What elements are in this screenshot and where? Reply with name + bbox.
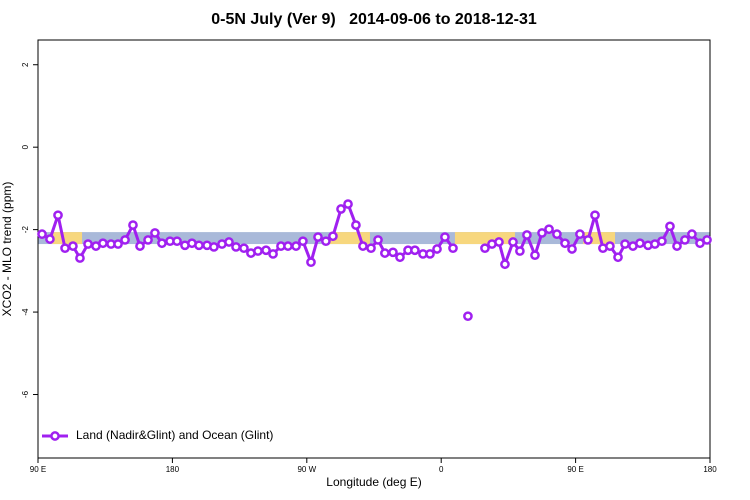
data-point xyxy=(530,250,540,261)
x-tick-label: 90 W xyxy=(297,465,316,474)
x-tick-label: 180 xyxy=(703,465,717,474)
data-point xyxy=(665,221,675,232)
data-point xyxy=(515,246,525,256)
data-point xyxy=(635,238,645,249)
data-point xyxy=(480,243,490,254)
data-point xyxy=(328,231,338,242)
data-point xyxy=(37,229,47,240)
data-point xyxy=(395,252,405,263)
band-segment xyxy=(454,232,515,245)
y-axis-label: XCO2 - MLO trend (ppm) xyxy=(0,182,14,317)
data-point xyxy=(351,220,361,230)
data-point xyxy=(60,243,70,254)
data-point xyxy=(298,236,308,247)
legend-item: Land (Nadir&Glint) and Ocean (Glint) xyxy=(42,428,273,442)
data-point xyxy=(575,229,585,240)
data-point xyxy=(143,235,153,245)
data-point xyxy=(261,245,271,256)
data-point xyxy=(231,242,241,252)
y-tick-label: -2 xyxy=(21,226,30,234)
data-point xyxy=(128,220,138,230)
data-point xyxy=(448,243,458,254)
data-point xyxy=(98,238,108,249)
data-point xyxy=(432,244,442,254)
data-point xyxy=(613,252,623,263)
plot-frame xyxy=(37,39,711,459)
data-point xyxy=(373,235,383,245)
x-tick-label: 0 xyxy=(439,465,444,474)
data-point xyxy=(410,245,420,256)
data-point xyxy=(358,241,368,251)
data-point xyxy=(239,243,249,254)
data-point xyxy=(268,249,278,259)
data-point xyxy=(113,239,123,249)
data-point xyxy=(583,235,593,245)
y-tick-label: 0 xyxy=(21,144,30,149)
data-point xyxy=(45,234,55,244)
data-point xyxy=(313,232,323,242)
data-point xyxy=(590,210,600,221)
data-point xyxy=(209,242,219,252)
data-point xyxy=(336,204,346,214)
data-point xyxy=(544,224,554,235)
data-point xyxy=(463,311,473,322)
x-tick-label: 90 E xyxy=(567,465,583,474)
data-point xyxy=(306,257,316,268)
data-point xyxy=(494,237,504,247)
data-point xyxy=(680,235,690,245)
band-segment xyxy=(52,232,83,245)
data-point xyxy=(150,228,160,238)
data-point xyxy=(75,253,85,263)
legend-marker xyxy=(50,431,60,441)
x-tick-label: 180 xyxy=(166,465,180,474)
data-point xyxy=(135,241,145,251)
band-segment xyxy=(329,232,370,245)
data-point xyxy=(687,229,697,240)
data-point xyxy=(343,199,353,209)
data-point xyxy=(253,246,263,256)
data-point xyxy=(157,238,167,249)
chart-title: 0-5N July (Ver 9) 2014-09-06 to 2018-12-… xyxy=(211,11,537,28)
data-point xyxy=(120,235,130,245)
data-point xyxy=(194,240,204,251)
data-point xyxy=(702,235,712,245)
data-point xyxy=(283,241,293,251)
data-point xyxy=(500,259,510,270)
data-point xyxy=(53,210,63,221)
data-point xyxy=(508,237,518,247)
y-tick-label: 2 xyxy=(21,62,30,67)
data-point xyxy=(657,236,667,247)
data-point xyxy=(380,248,390,258)
x-tick-label: 90 E xyxy=(30,465,46,474)
data-point xyxy=(605,241,615,251)
data-point xyxy=(567,244,577,254)
legend-label: Land (Nadir&Glint) and Ocean (Glint) xyxy=(76,428,273,442)
data-point xyxy=(224,237,234,247)
y-tick-label: -6 xyxy=(21,390,30,398)
data-point xyxy=(537,228,547,238)
data-point xyxy=(68,241,78,251)
data-point xyxy=(388,247,398,258)
data-point xyxy=(620,239,630,249)
y-tick-label: -4 xyxy=(21,308,30,316)
data-point xyxy=(522,230,532,240)
data-point xyxy=(366,243,376,254)
x-axis-label: Longitude (deg E) xyxy=(326,475,421,489)
data-point xyxy=(672,241,682,251)
data-point xyxy=(552,229,562,240)
data-point xyxy=(291,241,301,251)
data-point xyxy=(440,232,450,242)
data-point xyxy=(83,239,93,249)
data-point xyxy=(321,236,331,247)
data-point xyxy=(172,236,182,247)
data-point xyxy=(560,238,570,249)
data-point xyxy=(425,249,435,259)
